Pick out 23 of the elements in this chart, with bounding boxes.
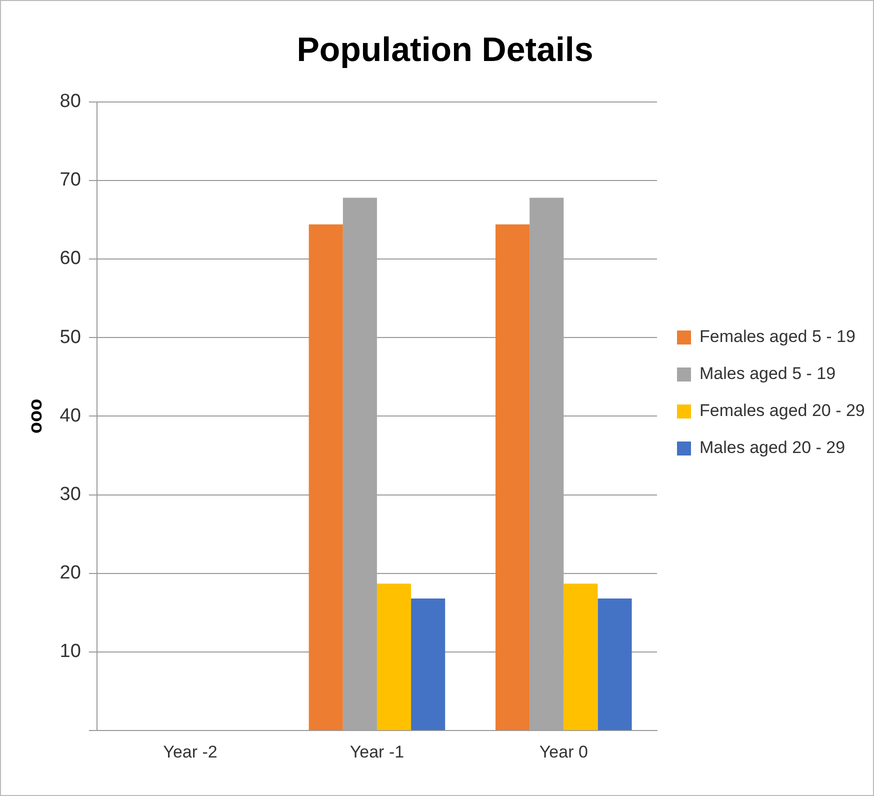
bar (496, 224, 530, 730)
x-tick-label: Year -1 (350, 742, 404, 762)
bar (308, 224, 343, 730)
y-tick-label: 60 (60, 248, 81, 270)
x-tick-label: Year 0 (539, 742, 588, 762)
y-tick-label: 20 (60, 562, 81, 584)
bar (598, 598, 632, 730)
y-tick-label: 40 (60, 405, 81, 426)
chart-title: Population Details (296, 30, 594, 69)
bar (376, 584, 412, 730)
legend-label: Females aged 5 - 19 (700, 327, 856, 346)
y-tick-label: 10 (60, 641, 81, 662)
x-tick-label: Year -2 (163, 742, 218, 762)
y-tick-label: 30 (60, 484, 81, 506)
y-tick-label: 70 (60, 170, 81, 191)
bar (411, 598, 446, 730)
legend-label: Males aged 20 - 29 (700, 438, 846, 458)
bar (564, 584, 598, 730)
y-axis-title: ooo (26, 398, 47, 434)
legend-label: Males aged 5 - 19 (700, 364, 836, 384)
y-tick-label: 50 (60, 326, 81, 348)
legend-label: Females aged 20 - 29 (700, 401, 865, 420)
y-tick-label: 80 (60, 91, 81, 112)
